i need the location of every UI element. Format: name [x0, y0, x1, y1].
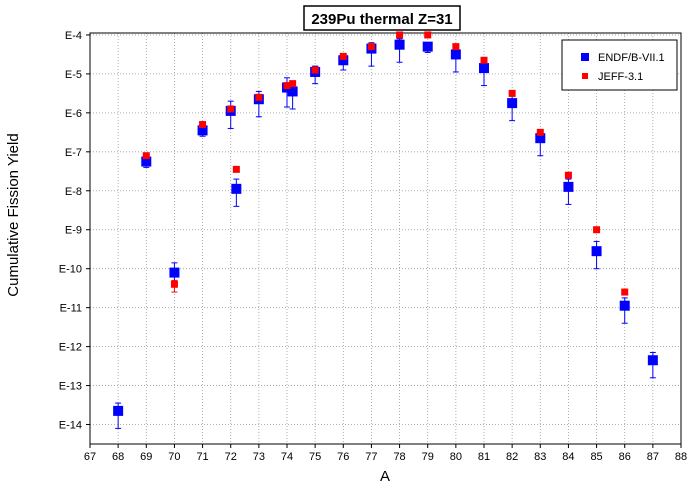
data-point — [141, 156, 152, 167]
x-tick-label: 79 — [422, 451, 434, 463]
data-point — [367, 43, 375, 51]
data-point — [394, 39, 405, 50]
legend-label-endf: ENDF/B-VII.1 — [598, 52, 665, 64]
data-point — [450, 49, 461, 60]
data-point — [283, 82, 291, 90]
data-point — [199, 121, 207, 129]
chart-title: 239Pu thermal Z=31 — [311, 11, 452, 28]
x-tick-label: 68 — [112, 451, 124, 463]
data-point — [170, 280, 178, 288]
x-tick-label: 84 — [562, 451, 574, 463]
data-point — [227, 105, 235, 113]
x-tick-label: 86 — [619, 451, 631, 463]
x-tick-label: 87 — [647, 451, 659, 463]
legend: ENDF/B-VII.1 JEFF-3.1 — [561, 39, 678, 91]
data-point — [647, 355, 658, 366]
data-point — [339, 52, 347, 60]
data-point — [338, 55, 349, 66]
y-axis-label: Cumulative Fission Yield — [5, 133, 22, 296]
x-tick-label: 78 — [393, 451, 405, 463]
data-point — [113, 405, 124, 416]
y-tick-label: E-10 — [59, 264, 82, 276]
x-tick-label: 67 — [84, 451, 96, 463]
data-point — [289, 80, 297, 88]
x-tick-label: 88 — [675, 451, 687, 463]
data-point — [142, 152, 150, 160]
y-tick-label: E-8 — [65, 186, 82, 198]
x-tick-label: 69 — [140, 451, 152, 463]
x-tick-label: 76 — [337, 451, 349, 463]
x-tick-label: 77 — [365, 451, 377, 463]
y-tick-label: E-12 — [59, 342, 82, 354]
y-tick-label: E-4 — [65, 30, 82, 42]
x-axis-ticks: 67 68 69 70 71 72 73 74 75 76 77 78 79 80 81 82 83 84 85 86… — [84, 444, 687, 463]
x-tick-label: 74 — [281, 451, 293, 463]
data-point — [564, 171, 572, 179]
data-point — [255, 93, 263, 101]
x-tick-label: 80 — [450, 451, 462, 463]
y-tick-label: E-9 — [65, 225, 82, 237]
plot-frame — [89, 32, 682, 445]
y-tick-label: E-5 — [65, 69, 82, 81]
data-point — [507, 98, 518, 109]
legend-label-jeff: JEFF-3.1 — [598, 71, 643, 83]
y-tick-label: E-7 — [65, 147, 82, 159]
x-tick-label: 81 — [478, 451, 490, 463]
data-point — [232, 165, 240, 173]
y-axis-ticks: E-4 E-5 E-6 E-7 E-8 E-9 E-10 E-11 E-12 E-13 E-14 — [59, 30, 90, 432]
data-point — [536, 128, 544, 136]
data-point — [287, 86, 298, 97]
data-point — [169, 267, 180, 278]
data-point — [311, 66, 319, 74]
x-tick-label: 70 — [168, 451, 180, 463]
data-point — [422, 41, 433, 52]
data-point — [396, 31, 404, 39]
x-tick-label: 75 — [309, 451, 321, 463]
plot-background — [90, 33, 681, 444]
data-series — [113, 31, 658, 429]
data-point — [479, 63, 489, 74]
x-axis-label: A — [380, 468, 390, 485]
series-jeff — [142, 31, 629, 296]
data-point — [197, 125, 208, 136]
data-point — [480, 56, 488, 64]
legend-marker-endf — [581, 53, 589, 61]
data-point — [591, 246, 602, 257]
x-tick-label: 72 — [225, 451, 237, 463]
x-tick-label: 83 — [534, 451, 546, 463]
x-tick-label: 82 — [506, 451, 518, 463]
legend-marker-jeff — [582, 73, 588, 79]
data-point — [231, 183, 242, 194]
data-point — [424, 31, 432, 39]
y-tick-label: E-6 — [65, 108, 82, 120]
data-point — [621, 288, 629, 296]
data-point — [619, 300, 630, 311]
data-point — [508, 89, 516, 97]
y-tick-label: E-14 — [59, 420, 82, 432]
y-tick-label: E-11 — [60, 303, 82, 315]
y-tick-label: E-13 — [59, 381, 82, 393]
grid-lines — [90, 33, 681, 444]
x-tick-label: 73 — [253, 451, 265, 463]
data-point — [593, 226, 601, 234]
data-point — [535, 133, 546, 144]
legend-box — [561, 39, 678, 91]
x-tick-label: 85 — [590, 451, 602, 463]
x-tick-label: 71 — [196, 451, 208, 463]
data-point — [563, 181, 574, 192]
title-box — [303, 5, 461, 31]
data-point — [452, 43, 460, 51]
